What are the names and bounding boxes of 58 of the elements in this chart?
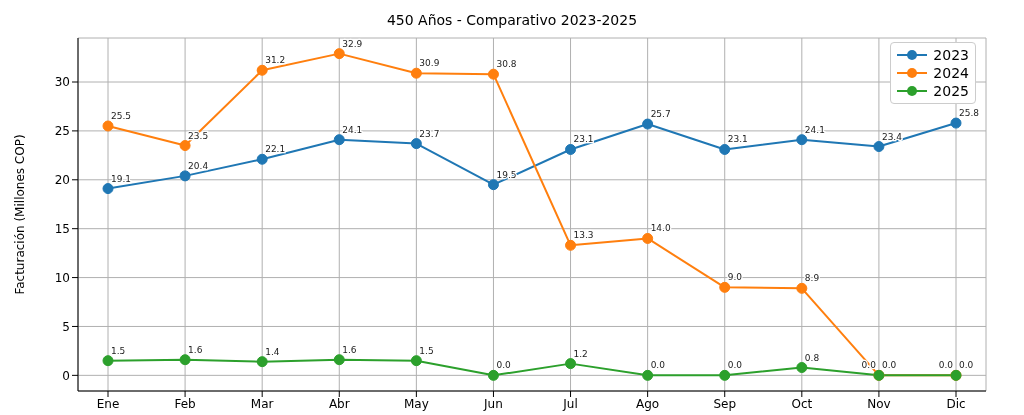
data-label: 1.4 xyxy=(265,346,280,357)
data-label: 19.5 xyxy=(496,169,517,180)
data-label: 0.0 xyxy=(938,360,954,371)
data-label: 19.1 xyxy=(111,173,132,184)
data-label: 1.5 xyxy=(111,345,126,356)
data-label: 24.1 xyxy=(804,124,825,135)
x-tick-label: Nov xyxy=(867,396,891,411)
data-label: 22.1 xyxy=(265,144,286,155)
y-tick-label: 15 xyxy=(54,221,70,236)
data-label: 1.5 xyxy=(419,345,434,356)
data-label: 0.0 xyxy=(881,360,897,371)
data-label: 0.0 xyxy=(650,360,666,371)
data-label: 13.3 xyxy=(573,230,594,241)
data-label: 0.0 xyxy=(496,360,512,371)
y-tick-label: 25 xyxy=(54,124,70,139)
chart-title: 450 Años - Comparativo 2023-2025 xyxy=(385,11,639,30)
data-label: 8.9 xyxy=(804,273,820,284)
data-label: 23.7 xyxy=(419,128,440,139)
x-tick-label: Ago xyxy=(636,396,660,411)
y-tick-label: 30 xyxy=(54,75,70,90)
data-label: 0.8 xyxy=(804,352,820,363)
y-tick-label: 5 xyxy=(62,319,70,334)
data-label: 23.1 xyxy=(573,134,594,145)
data-label: 9.0 xyxy=(727,272,743,283)
x-tick-label: Feb xyxy=(174,396,196,411)
x-tick-label: Ene xyxy=(96,396,120,411)
data-label: 31.2 xyxy=(265,55,286,66)
data-label: 20.4 xyxy=(188,160,209,171)
data-label: 0.0 xyxy=(959,360,974,371)
data-label: 1.6 xyxy=(188,344,203,355)
data-label: 24.1 xyxy=(342,124,363,135)
x-tick-label: Abr xyxy=(328,396,350,411)
data-label: 23.1 xyxy=(727,134,748,145)
x-tick-label: Oct xyxy=(791,396,813,411)
data-label: 25.5 xyxy=(111,111,132,122)
x-tick-label: Dic xyxy=(946,396,966,411)
data-label: 32.9 xyxy=(342,38,363,49)
x-tick-label: Jun xyxy=(483,396,503,411)
x-tick-label: Sep xyxy=(713,396,737,411)
data-label: 25.7 xyxy=(650,109,671,120)
data-label: 1.6 xyxy=(342,344,357,355)
x-tick-label: Mar xyxy=(250,396,274,411)
legend-label: 2024 xyxy=(933,65,969,81)
data-label: 30.9 xyxy=(419,58,440,69)
data-label: 30.8 xyxy=(496,59,517,70)
x-tick-label: May xyxy=(403,396,429,411)
y-axis-title: Facturación (Millones COP) xyxy=(13,134,28,295)
legend-label: 2025 xyxy=(933,83,969,99)
data-label: 23.4 xyxy=(881,131,903,142)
y-tick-label: 0 xyxy=(62,368,70,383)
x-tick-label: Jul xyxy=(562,396,578,411)
data-label: 1.2 xyxy=(573,348,588,359)
legend-label: 2023 xyxy=(933,47,969,63)
data-label: 25.8 xyxy=(959,108,980,119)
data-label: 0.0 xyxy=(727,360,743,371)
y-tick-label: 10 xyxy=(54,270,70,285)
data-label: 14.0 xyxy=(650,223,671,234)
y-tick-label: 20 xyxy=(54,173,70,188)
